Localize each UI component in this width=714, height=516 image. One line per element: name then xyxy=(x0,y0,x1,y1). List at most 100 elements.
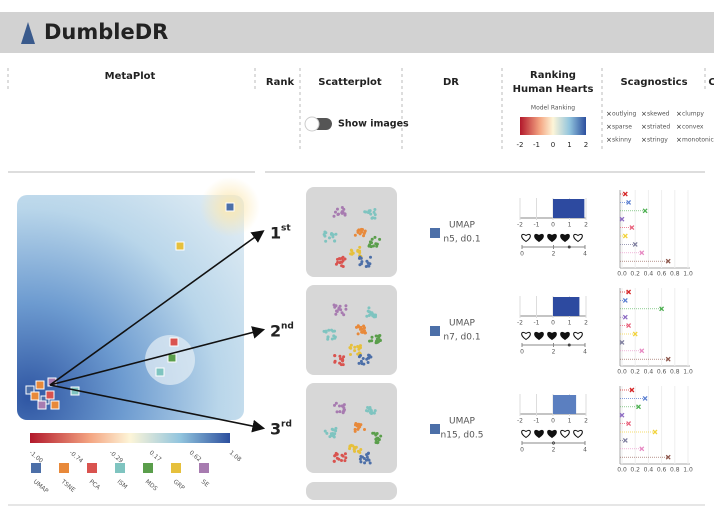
tick-label: 0.4 xyxy=(644,369,654,376)
scatter-dot xyxy=(335,309,339,313)
scatter-dot xyxy=(344,456,348,460)
scatter-dot xyxy=(332,303,336,307)
scatter-dot xyxy=(335,257,339,261)
tick-label: 4 xyxy=(583,251,587,258)
colorbar-tick: -0.29 xyxy=(108,449,125,464)
legend-marker: × xyxy=(641,136,647,144)
colorbar-tick: -1.00 xyxy=(28,449,45,464)
point xyxy=(35,380,45,390)
heart xyxy=(560,429,570,439)
heart xyxy=(534,233,544,243)
method-swatch xyxy=(87,463,97,473)
scatter-dot xyxy=(353,449,357,453)
scatter-thumbnail xyxy=(306,285,397,375)
scatter-dot xyxy=(368,405,372,409)
legend-marker: × xyxy=(641,110,647,118)
scag-marker xyxy=(642,395,648,401)
scatter-dot xyxy=(367,356,371,360)
scatter-dot xyxy=(339,357,343,361)
ranking-bar xyxy=(553,395,577,414)
scatter-dot xyxy=(356,345,360,349)
scatter-dot xyxy=(362,234,366,238)
scatter-dot xyxy=(356,229,360,233)
scatter-thumbnail xyxy=(306,482,397,500)
show-images-toggle[interactable] xyxy=(304,116,332,132)
point xyxy=(169,337,179,347)
method-label: PCA xyxy=(88,478,102,492)
scatter-dot xyxy=(364,458,368,462)
scatter-dot xyxy=(358,245,362,249)
method-swatch xyxy=(430,424,440,434)
scatter-dot xyxy=(366,261,370,265)
scatter-dot xyxy=(366,409,370,413)
scatter-dot xyxy=(348,445,352,449)
dr-params: n15, d0.5 xyxy=(441,431,484,441)
tick-label: 0.6 xyxy=(657,271,667,278)
method-swatch xyxy=(171,463,181,473)
broken-heart xyxy=(521,233,531,243)
scatter-dot xyxy=(333,354,337,358)
tick-label: 0 xyxy=(520,447,524,454)
legend-label: stringy xyxy=(647,137,668,144)
heart xyxy=(573,331,583,341)
colorbar xyxy=(520,117,586,135)
dr-method: UMAP xyxy=(449,319,476,329)
scatter-dot xyxy=(356,249,360,253)
tick-label: 0.2 xyxy=(630,467,640,474)
tick-label: 0 xyxy=(520,251,524,258)
toggle-label[interactable]: Show images xyxy=(338,119,409,130)
scatter-dot xyxy=(364,264,368,268)
scatter-dot xyxy=(377,438,381,442)
scatter-dot xyxy=(376,440,380,444)
scatter-dot xyxy=(333,360,337,364)
scatter-dot xyxy=(370,237,374,241)
method-swatch xyxy=(59,463,69,473)
scatter-dot xyxy=(359,454,363,458)
scatter-dot xyxy=(330,232,334,236)
logo xyxy=(21,22,35,44)
method-label: SE xyxy=(200,478,210,488)
scag-marker xyxy=(639,348,645,354)
scatter-dot xyxy=(365,453,369,457)
scatter-dot xyxy=(366,361,370,365)
column-header: DR xyxy=(443,77,459,88)
column-header: MetaPlot xyxy=(105,71,156,82)
tick-label: -1 xyxy=(534,418,540,425)
scatter-dot xyxy=(341,454,345,458)
scatter-dot xyxy=(369,212,373,216)
scatter-dot xyxy=(322,232,326,236)
scatter-dot xyxy=(335,456,339,460)
dr-method: UMAP xyxy=(449,221,476,231)
scag-marker xyxy=(622,297,628,303)
scatter-dot xyxy=(325,431,329,435)
legend-title: Model Ranking xyxy=(531,105,575,112)
scatter-dot xyxy=(368,244,372,248)
legend-label: convex xyxy=(682,124,704,131)
method-label: ISM xyxy=(116,478,129,490)
scatter-dot xyxy=(354,325,358,329)
rank: 1 xyxy=(270,224,281,243)
scatter-dot xyxy=(333,239,337,243)
dr-params: n5, d0.1 xyxy=(443,235,480,245)
scatter-dot xyxy=(351,444,355,448)
tick-label: 2 xyxy=(584,320,588,327)
scatter-dot xyxy=(363,331,367,335)
scatter-dot xyxy=(338,410,342,414)
method-swatch xyxy=(430,228,440,238)
scatter-dot xyxy=(378,237,382,241)
scatter-thumbnail xyxy=(306,187,397,277)
scatter-dot xyxy=(349,352,353,356)
scatter-dot xyxy=(333,403,337,407)
tick-label: 0.0 xyxy=(617,271,627,278)
scatter-dot xyxy=(379,434,383,438)
scatter-dot xyxy=(342,313,346,317)
method-swatch xyxy=(31,463,41,473)
tick-label: 0.8 xyxy=(670,369,680,376)
scatter-dot xyxy=(357,361,361,365)
tick-label: 0.2 xyxy=(630,271,640,278)
scatter-dot xyxy=(363,229,367,233)
tick-label: -1 xyxy=(534,222,540,229)
scatter-dot xyxy=(357,355,361,359)
scatter-dot xyxy=(363,210,367,214)
